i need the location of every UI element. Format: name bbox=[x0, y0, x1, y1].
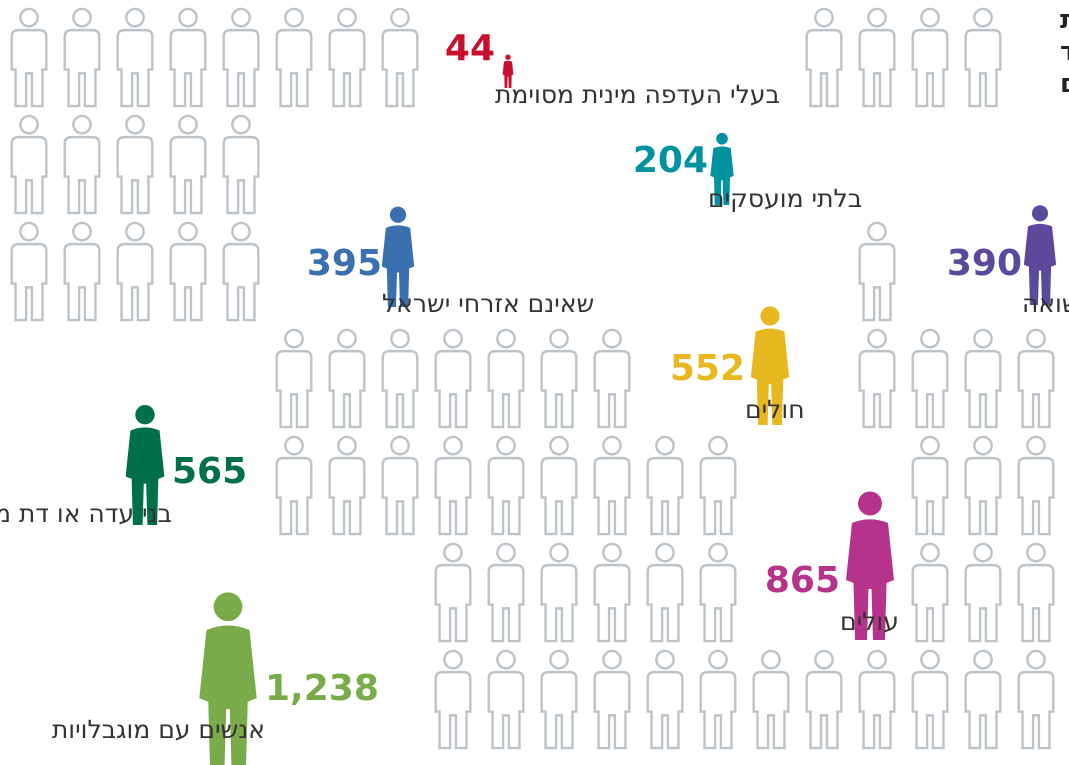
person-icon bbox=[275, 7, 313, 108]
person-icon bbox=[381, 435, 419, 536]
person-icon bbox=[911, 649, 949, 750]
person-icon bbox=[858, 328, 896, 429]
person-icon bbox=[434, 328, 472, 429]
person-icon bbox=[487, 649, 525, 750]
person-icon bbox=[275, 328, 313, 429]
person-icon bbox=[540, 649, 578, 750]
category-label: בעלי העדפה מינית מסוימת bbox=[495, 80, 780, 109]
person-icon bbox=[911, 328, 949, 429]
person-icon bbox=[752, 649, 790, 750]
person-icon bbox=[63, 114, 101, 215]
person-icon bbox=[10, 7, 48, 108]
person-icon bbox=[540, 328, 578, 429]
person-icon bbox=[964, 435, 1002, 536]
person-icon bbox=[858, 7, 896, 108]
person-icon bbox=[646, 542, 684, 643]
person-icon bbox=[169, 221, 207, 322]
person-icon bbox=[434, 435, 472, 536]
background-icons bbox=[10, 7, 1055, 750]
person-icon bbox=[222, 7, 260, 108]
person-icon bbox=[593, 435, 631, 536]
person-icon bbox=[434, 649, 472, 750]
person-icon bbox=[699, 542, 737, 643]
person-icon bbox=[10, 114, 48, 215]
category-label: אנשים עם מוגבלויות bbox=[52, 715, 265, 744]
person-icon bbox=[434, 542, 472, 643]
person-icon bbox=[169, 114, 207, 215]
person-icon bbox=[964, 7, 1002, 108]
person-icon bbox=[328, 7, 366, 108]
person-icon bbox=[1017, 328, 1055, 429]
title-line: המשרתות קהלי יעד bbox=[1060, 37, 1069, 67]
person-icon bbox=[487, 328, 525, 429]
person-icon bbox=[699, 649, 737, 750]
person-icon bbox=[964, 649, 1002, 750]
item: 390ניצולי שואה bbox=[947, 205, 1069, 318]
person-icon bbox=[487, 435, 525, 536]
person-icon bbox=[540, 542, 578, 643]
category-label: עולים bbox=[840, 607, 899, 636]
person-icon bbox=[911, 7, 949, 108]
person-icon bbox=[858, 649, 896, 750]
person-icon bbox=[381, 7, 419, 108]
person-icon bbox=[116, 114, 154, 215]
person-icon bbox=[593, 328, 631, 429]
value-label: 204 bbox=[633, 140, 708, 181]
title: מספר עמותות המשרתות קהלי יעד שונים bbox=[1060, 5, 1069, 99]
category-label: שאינם אזרחי ישראל bbox=[382, 289, 594, 318]
person-icon bbox=[222, 114, 260, 215]
person-icon bbox=[222, 221, 260, 322]
person-icon bbox=[646, 649, 684, 750]
person-icon bbox=[593, 542, 631, 643]
title-line: מספר עמותות bbox=[1060, 5, 1069, 35]
person-icon bbox=[381, 328, 419, 429]
person-icon bbox=[169, 7, 207, 108]
person-icon bbox=[116, 7, 154, 108]
person-icon bbox=[1017, 542, 1055, 643]
person-icon bbox=[805, 7, 843, 108]
person-icon bbox=[540, 435, 578, 536]
value-label: 44 bbox=[445, 28, 495, 69]
person-icon bbox=[63, 221, 101, 322]
person-icon bbox=[1017, 435, 1055, 536]
value-label: 865 bbox=[765, 560, 840, 601]
person-icon bbox=[964, 542, 1002, 643]
person-icon bbox=[911, 435, 949, 536]
person-icon bbox=[116, 221, 154, 322]
person-icon bbox=[328, 328, 366, 429]
person-icon bbox=[63, 7, 101, 108]
person-icon bbox=[911, 542, 949, 643]
category-label: בני עדה או דת מסוימת bbox=[0, 499, 172, 528]
value-label: 1,238 bbox=[265, 668, 379, 709]
person-icon bbox=[964, 328, 1002, 429]
person-icon bbox=[487, 542, 525, 643]
person-icon bbox=[858, 221, 896, 322]
value-label: 552 bbox=[670, 348, 745, 389]
person-icon bbox=[699, 435, 737, 536]
value-label: 395 bbox=[307, 243, 382, 284]
person-icon bbox=[646, 435, 684, 536]
person-icon bbox=[10, 221, 48, 322]
value-label: 390 bbox=[947, 243, 1022, 284]
person-icon bbox=[1017, 649, 1055, 750]
person-icon bbox=[805, 649, 843, 750]
person-icon bbox=[328, 435, 366, 536]
person-icon bbox=[593, 649, 631, 750]
category-label: ניצולי שואה bbox=[1022, 289, 1069, 318]
category-label: בלתי מועסקים bbox=[708, 184, 862, 213]
person-icon bbox=[275, 435, 313, 536]
value-label: 565 bbox=[172, 451, 247, 492]
title-line: שונים bbox=[1060, 69, 1069, 99]
category-label: חולים bbox=[745, 395, 805, 424]
